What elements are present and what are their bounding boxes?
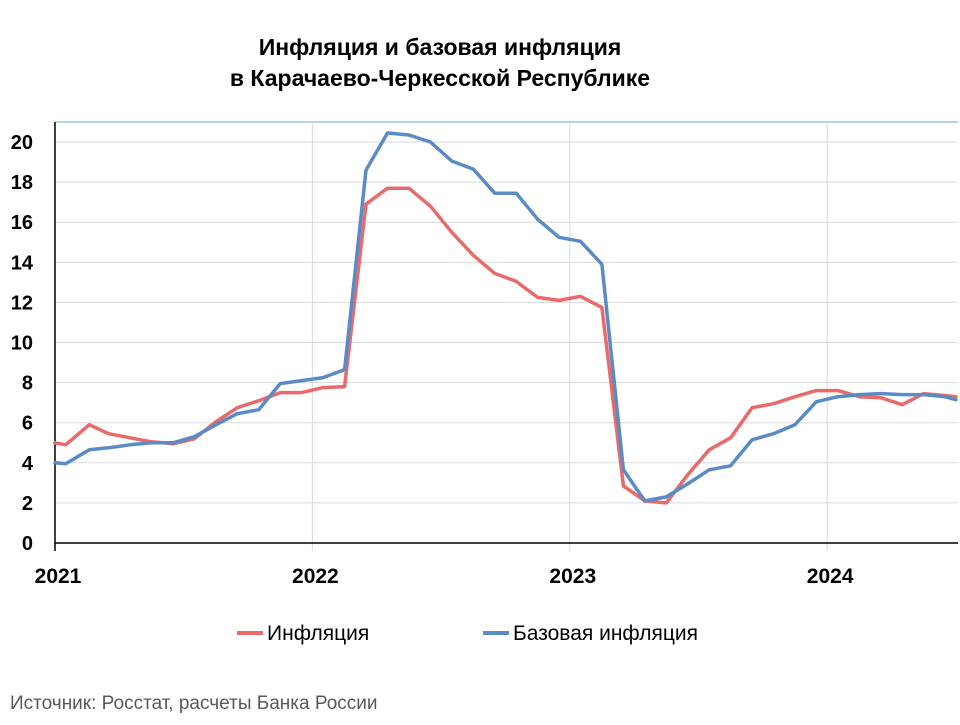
series-line-inflation <box>53 186 958 505</box>
y-tick-label: 18 <box>11 172 33 194</box>
y-tick-label: 4 <box>22 453 34 475</box>
y-tick-label: 12 <box>11 292 33 314</box>
y-tick-label: 20 <box>11 132 33 154</box>
y-tick-labels: 0 2 4 6 8 10 12 14 16 18 20 <box>11 132 34 555</box>
chart-subtitle: в Карачаево-Черкесской Республике <box>230 65 650 91</box>
x-tick-label: 2023 <box>549 565 596 588</box>
series-lines <box>53 131 958 505</box>
grid-lines <box>54 121 958 551</box>
x-tick-label: 2021 <box>35 565 82 588</box>
y-tick-label: 2 <box>22 493 33 515</box>
source-note: Источник: Росстат, расчеты Банка России <box>10 693 378 714</box>
legend-label-core-inflation: Базовая инфляция <box>513 622 698 645</box>
y-tick-label: 0 <box>22 533 33 555</box>
y-tick-label: 14 <box>11 252 34 274</box>
legend-label-inflation: Инфляция <box>267 622 369 645</box>
legend: Инфляция Базовая инфляция <box>237 622 698 645</box>
x-tick-label: 2024 <box>807 565 854 588</box>
series-line-core-inflation <box>53 131 958 503</box>
axes <box>54 122 958 551</box>
x-tick-label: 2022 <box>292 565 339 588</box>
x-tick-labels: 2021 2022 2023 2024 <box>35 565 854 588</box>
y-tick-label: 8 <box>22 373 33 395</box>
y-tick-label: 10 <box>11 333 33 355</box>
y-tick-label: 16 <box>11 212 33 234</box>
chart-title: Инфляция и базовая инфляция <box>259 34 622 60</box>
y-tick-label: 6 <box>22 413 33 435</box>
